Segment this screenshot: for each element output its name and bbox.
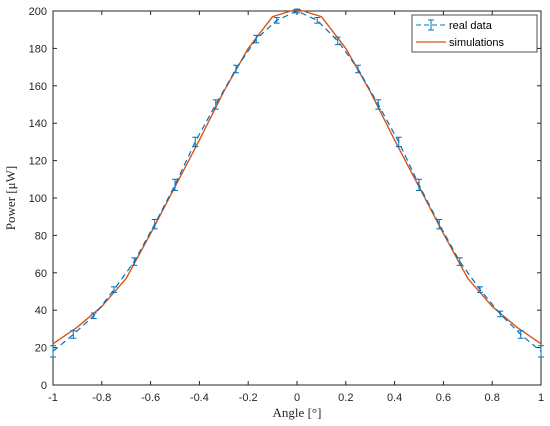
axes-box — [52, 10, 542, 386]
y-tick-label: 180 — [29, 43, 47, 55]
y-tick-label: 120 — [29, 156, 47, 168]
real-data-point — [253, 34, 260, 44]
real-data-point — [90, 312, 97, 320]
x-tick-label: 0.4 — [387, 392, 402, 404]
real-data-point — [395, 136, 402, 148]
real-data-point — [192, 136, 199, 148]
x-tick-label: -0.6 — [141, 392, 160, 404]
real-data-point — [294, 8, 300, 14]
real-data-point — [517, 330, 524, 339]
legend: real data simulations — [411, 14, 538, 53]
real-data-point — [436, 219, 443, 230]
x-tick-label: 0.2 — [338, 392, 353, 404]
real-data-point — [355, 64, 361, 74]
real-data-point — [273, 17, 280, 24]
y-tick-label: 20 — [35, 343, 47, 355]
series-layer — [50, 8, 544, 358]
x-tick-label: 0.8 — [485, 392, 500, 404]
y-tick-label: 140 — [29, 118, 47, 130]
real-data-point — [233, 64, 239, 74]
x-tick-label: 0 — [294, 392, 300, 404]
x-tick-label: 0.6 — [436, 392, 451, 404]
y-tick-label: 160 — [29, 81, 47, 93]
y-axis-ticks: 0 20 40 60 80 100 120 140 160 180 200 — [29, 6, 541, 392]
real-data-point — [538, 345, 544, 358]
y-tick-label: 80 — [35, 230, 47, 242]
legend-box — [411, 14, 538, 53]
y-tick-label: 40 — [35, 305, 47, 317]
x-tick-label: -1 — [48, 392, 58, 404]
x-tick-label: 1 — [538, 392, 544, 404]
x-tick-label: -0.4 — [190, 392, 209, 404]
real-data-point — [314, 17, 321, 24]
real-data-point — [334, 36, 341, 46]
y-axis-label: Power [μW] — [3, 166, 18, 230]
y-tick-label: 200 — [29, 6, 47, 18]
x-axis-label: Angle [°] — [273, 405, 322, 420]
real-data-point — [212, 99, 219, 110]
real-data-point — [50, 345, 56, 358]
real-data-point — [497, 310, 504, 318]
real-data-point — [375, 99, 382, 110]
real-data-point — [416, 178, 422, 192]
real-data-point — [151, 219, 158, 230]
real-data-point — [172, 178, 178, 192]
real-data-point — [477, 286, 483, 293]
y-tick-label: 0 — [41, 380, 47, 392]
real-data-point — [111, 286, 117, 293]
real-data-point — [456, 257, 463, 266]
legend-label-simulations: simulations — [449, 37, 505, 49]
real-data-point — [131, 257, 138, 266]
x-tick-label: -0.8 — [92, 392, 111, 404]
x-axis-ticks: -1 -0.8 -0.6 -0.4 -0.2 0 0.2 0.4 0.6 0.8 1 — [48, 11, 544, 404]
y-tick-label: 60 — [35, 268, 47, 280]
y-tick-label: 100 — [29, 193, 47, 205]
real-data-point — [70, 330, 77, 339]
x-tick-label: -0.2 — [239, 392, 258, 404]
plot-area: -1 -0.8 -0.6 -0.4 -0.2 0 0.2 0.4 0.6 0.8 1 0 20 40 60… — [29, 6, 544, 404]
legend-label-real-data: real data — [449, 20, 493, 32]
